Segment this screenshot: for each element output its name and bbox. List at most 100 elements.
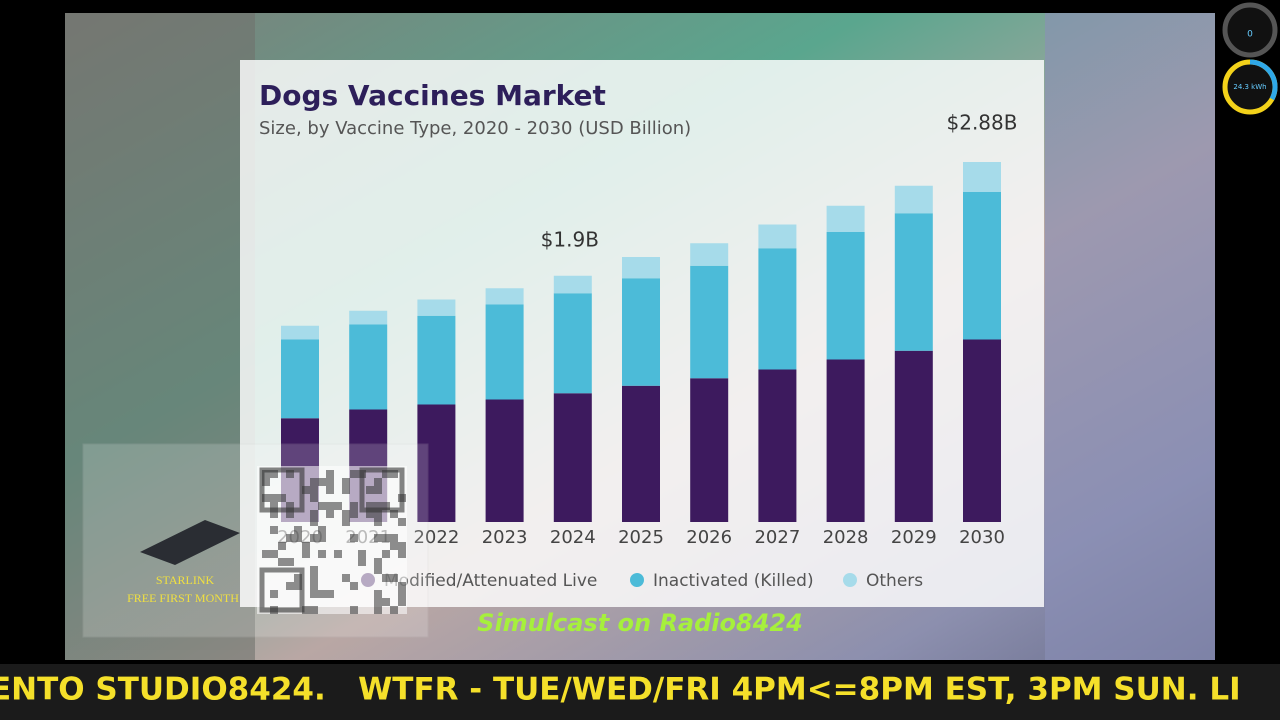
qr-cell [310, 606, 318, 614]
ticker-bar [0, 664, 1280, 720]
qr-cell [302, 542, 310, 550]
qr-cell [390, 534, 398, 542]
bar-segment [485, 288, 524, 305]
qr-cell [270, 590, 278, 598]
qr-cell [374, 510, 382, 518]
qr-cell [278, 542, 286, 550]
bar-segment [485, 304, 524, 400]
qr-cell [374, 558, 382, 566]
ad-line: STARLINK [156, 573, 215, 587]
x-tick-label: 2025 [618, 527, 664, 548]
qr-cell [390, 470, 398, 478]
qr-cell [334, 502, 342, 510]
qr-cell [294, 582, 302, 590]
qr-cell [398, 542, 406, 550]
qr-cell [390, 510, 398, 518]
qr-cell [262, 550, 270, 558]
qr-cell [342, 478, 350, 486]
bar-segment [758, 248, 797, 370]
caption: Simulcast on Radio8424 [477, 609, 803, 637]
bar-segment [963, 162, 1001, 192]
qr-cell [382, 598, 390, 606]
qr-cell [270, 494, 278, 502]
qr-cell [278, 558, 286, 566]
qr-cell [318, 526, 326, 534]
qr-cell [390, 542, 398, 550]
qr-cell [374, 518, 382, 526]
qr-cell [382, 574, 390, 582]
bar-segment [553, 275, 592, 294]
qr-cell [302, 550, 310, 558]
qr-cell [350, 534, 358, 542]
qr-finder [359, 467, 405, 513]
bar-segment [281, 339, 319, 419]
bar-segment [758, 224, 797, 249]
qr-cell [262, 494, 270, 502]
qr-cell [382, 502, 390, 510]
bar-segment [417, 299, 456, 316]
qr-cell [310, 494, 318, 502]
qr-cell [382, 550, 390, 558]
qr-cell [366, 510, 374, 518]
x-tick-label: 2029 [891, 527, 937, 548]
qr-cell [358, 550, 366, 558]
qr-cell [318, 534, 326, 542]
bar-segment [894, 350, 933, 522]
x-tick-label: 2022 [413, 527, 459, 548]
qr-cell [286, 582, 294, 590]
x-tick-label: 2026 [686, 527, 732, 548]
x-tick-label: 2028 [823, 527, 869, 548]
qr-cell [342, 574, 350, 582]
qr-cell [382, 534, 390, 542]
qr-cell [286, 558, 294, 566]
qr-cell [270, 502, 278, 510]
chart-title: Dogs Vaccines Market [259, 79, 606, 112]
qr-cell [286, 510, 294, 518]
qr-cell [374, 486, 382, 494]
legend-marker [843, 573, 857, 587]
qr-cell [358, 558, 366, 566]
gauge-value: 24.3 kWh [1233, 83, 1266, 91]
qr-cell [374, 598, 382, 606]
legend-label: Others [866, 571, 923, 591]
bar-segment [690, 243, 729, 266]
qr-cell [326, 510, 334, 518]
x-tick-label: 2027 [754, 527, 800, 548]
qr-cell [294, 526, 302, 534]
qr-cell [374, 606, 382, 614]
qr-cell [310, 590, 318, 598]
legend-marker [630, 573, 644, 587]
bar-segment [826, 205, 865, 232]
bar-segment [281, 325, 319, 340]
qr-cell [326, 470, 334, 478]
qr-cell [374, 566, 382, 574]
qr-cell [294, 534, 302, 542]
gauge [1222, 2, 1278, 58]
qr-cell [366, 486, 374, 494]
annotation: $1.9B [541, 227, 599, 251]
bar-segment [553, 293, 592, 394]
qr-cell [398, 550, 406, 558]
bar-segment [417, 404, 456, 522]
qr-cell [318, 590, 326, 598]
qr-cell [398, 598, 406, 606]
qr-cell [342, 510, 350, 518]
qr-cell [326, 590, 334, 598]
qr-cell [398, 518, 406, 526]
gauge-arc [1249, 59, 1278, 101]
qr-cell [270, 510, 278, 518]
qr-cell [270, 550, 278, 558]
qr-cell [334, 550, 342, 558]
qr-cell [318, 502, 326, 510]
qr-code [257, 466, 407, 614]
bar-segment [894, 213, 933, 351]
qr-cell [262, 478, 270, 486]
bar-segment [417, 315, 456, 405]
bar-segment [758, 369, 797, 522]
qr-cell [366, 502, 374, 510]
qr-cell [310, 574, 318, 582]
qr-cell [286, 502, 294, 510]
qr-finder [259, 567, 305, 613]
bar-segment [963, 192, 1001, 340]
